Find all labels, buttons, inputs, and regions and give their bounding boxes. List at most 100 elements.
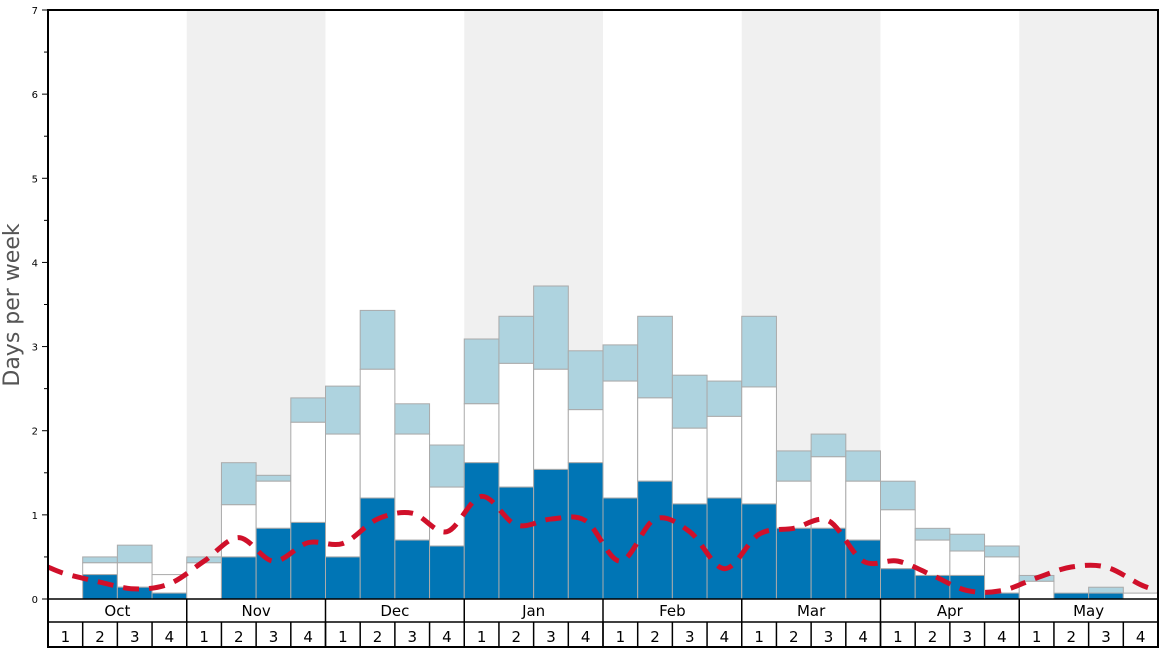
bar-lower (463, 462, 500, 600)
week-label: 4 (858, 628, 868, 646)
week-label: 3 (962, 628, 972, 646)
bar-middle (567, 409, 604, 464)
bar-upper (567, 350, 604, 411)
week-label: 2 (373, 628, 383, 646)
bar-middle (1122, 592, 1159, 600)
week-label: 4 (581, 628, 591, 646)
bar-upper (706, 380, 743, 417)
bar-middle (533, 368, 569, 470)
bar-middle (186, 562, 222, 600)
month-label: Apr (937, 602, 964, 620)
bar-lower (255, 527, 292, 600)
y-axis-label: Days per week (0, 223, 25, 386)
bar-upper (82, 556, 118, 564)
week-label: 4 (165, 628, 175, 646)
month-label: Oct (104, 602, 130, 620)
bar-lower (290, 521, 326, 600)
week-label: 1 (754, 628, 764, 646)
bar-upper (914, 527, 951, 541)
bar-upper (949, 533, 986, 552)
bar-lower (394, 539, 431, 600)
bar-middle (637, 397, 673, 482)
month-label: May (1073, 602, 1104, 620)
bar-lower (151, 592, 188, 600)
week-label: 1 (616, 628, 626, 646)
plot-frame (47, 9, 1159, 648)
bar-lower (325, 556, 361, 600)
bar-middle (394, 433, 431, 541)
bar-lower (775, 527, 812, 600)
bar-middle (429, 486, 465, 547)
bar-lower (949, 574, 986, 600)
week-label: 3 (685, 628, 695, 646)
month-label: Dec (380, 602, 409, 620)
bar-upper (290, 397, 326, 423)
y-tick-label: 6 (32, 90, 38, 101)
week-label: 3 (130, 628, 140, 646)
bar-upper (429, 444, 465, 488)
bar-upper (394, 403, 431, 435)
bar-lower (533, 468, 569, 600)
week-label: 2 (95, 628, 105, 646)
bar-lower (429, 545, 465, 600)
bar-upper (359, 309, 396, 370)
bar-middle (741, 386, 777, 505)
week-label: 1 (338, 628, 348, 646)
y-tick-label: 4 (32, 258, 38, 269)
week-label: 1 (61, 628, 71, 646)
bar-lower (637, 480, 673, 600)
week-label: 2 (928, 628, 938, 646)
week-label: 3 (1101, 628, 1111, 646)
bar-middle (949, 550, 986, 576)
bar-upper (810, 433, 847, 458)
y-tick-label: 0 (32, 595, 38, 606)
week-label: 3 (546, 628, 556, 646)
week-label: 1 (477, 628, 487, 646)
week-label: 4 (442, 628, 452, 646)
bar-upper (533, 285, 569, 370)
bar-upper (984, 545, 1020, 558)
bar-middle (220, 504, 257, 558)
bar-upper (220, 462, 257, 506)
y-axis: 0 1 2 3 4 5 6 7 (32, 6, 48, 606)
week-label: 2 (650, 628, 660, 646)
week-label: 4 (997, 628, 1007, 646)
week-label: 4 (303, 628, 313, 646)
bar-upper (741, 315, 777, 388)
week-label: 2 (512, 628, 522, 646)
month-shade (1019, 10, 1158, 599)
month-label: Jan (521, 602, 545, 620)
week-label: 3 (824, 628, 834, 646)
week-label: 3 (269, 628, 279, 646)
bar-upper (775, 450, 812, 482)
month-label: Feb (659, 602, 686, 620)
bar-middle (359, 368, 396, 499)
average-line (47, 493, 1159, 595)
week-label: 4 (720, 628, 730, 646)
bar-middle (671, 427, 708, 505)
week-label: 4 (1136, 628, 1146, 646)
bar-lower (220, 556, 257, 600)
bar-middle (498, 362, 535, 488)
y-tick-label: 5 (32, 174, 38, 185)
y-tick-label: 7 (32, 6, 38, 17)
bar-middle (463, 403, 500, 464)
bar-middle (602, 380, 639, 499)
x-axis: Oct 1 2 3 4 Nov 1 2 3 4 Dec 1 2 3 4 Jan 1 2 3 4 Feb 1 2 3 4 Mar 1 2… (47, 598, 1158, 647)
bar-lower (741, 503, 777, 600)
week-label: 3 (407, 628, 417, 646)
week-label: 1 (199, 628, 209, 646)
bar-middle (255, 480, 292, 529)
week-label: 2 (1067, 628, 1077, 646)
y-tick-label: 3 (32, 343, 38, 354)
bar-upper (845, 450, 881, 482)
bar-upper (602, 344, 639, 382)
month-label: Nov (241, 602, 270, 620)
bar-upper (1088, 586, 1124, 594)
bar-middle (706, 415, 743, 499)
week-label: 2 (789, 628, 799, 646)
bar-middle (845, 480, 881, 541)
bar-lower (810, 527, 847, 600)
week-label: 1 (893, 628, 903, 646)
bar-upper (637, 315, 673, 399)
